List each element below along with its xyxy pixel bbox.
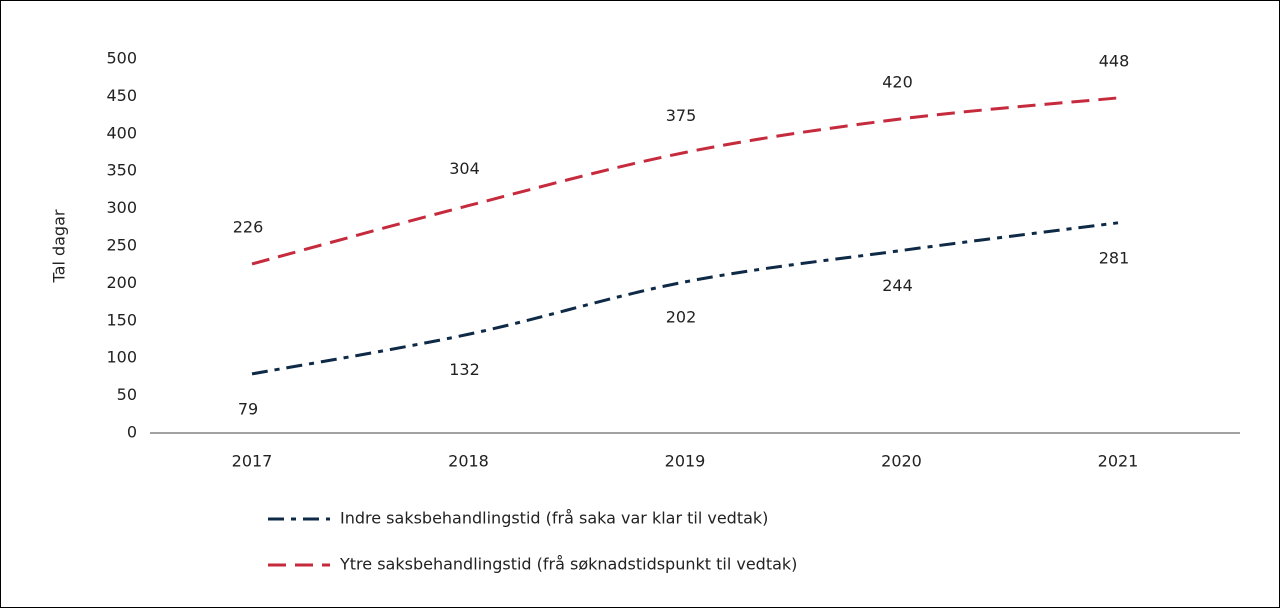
line-series [251,221,1119,376]
y-tick-label: 400 [106,123,137,142]
y-tick-label: 0 [127,423,137,442]
y-tick-label: 50 [117,385,137,404]
x-tick-label: 2018 [448,452,489,471]
y-tick-label: 300 [106,198,137,217]
y-tick-label: 200 [106,273,137,292]
data-label: 281 [1099,248,1130,267]
x-tick-label: 2019 [665,452,706,471]
line-series [251,96,1119,266]
data-label: 226 [233,217,264,236]
legend-label: Ytre saksbehandlingstid (frå søknadstids… [339,555,797,574]
y-tick-label: 100 [106,348,137,367]
x-tick-label: 2020 [881,452,922,471]
data-label: 304 [449,159,480,178]
y-tick-label: 250 [106,236,137,255]
data-label: 79 [238,399,258,418]
data-label: 132 [449,360,480,379]
y-tick-label: 350 [106,161,137,180]
legend-label: Indre saksbehandlingstid (frå saka var k… [340,509,768,528]
data-label: 448 [1099,51,1130,70]
y-tick-label: 500 [106,49,137,68]
y-tick-label: 450 [106,86,137,105]
y-tick-label: 150 [106,310,137,329]
data-label: 420 [882,72,913,91]
data-label: 202 [666,307,697,326]
x-tick-label: 2021 [1098,452,1139,471]
x-tick-label: 2017 [232,452,273,471]
data-label: 375 [666,106,697,125]
y-axis-label: Tal dagar [50,209,69,283]
data-label: 244 [882,276,913,295]
